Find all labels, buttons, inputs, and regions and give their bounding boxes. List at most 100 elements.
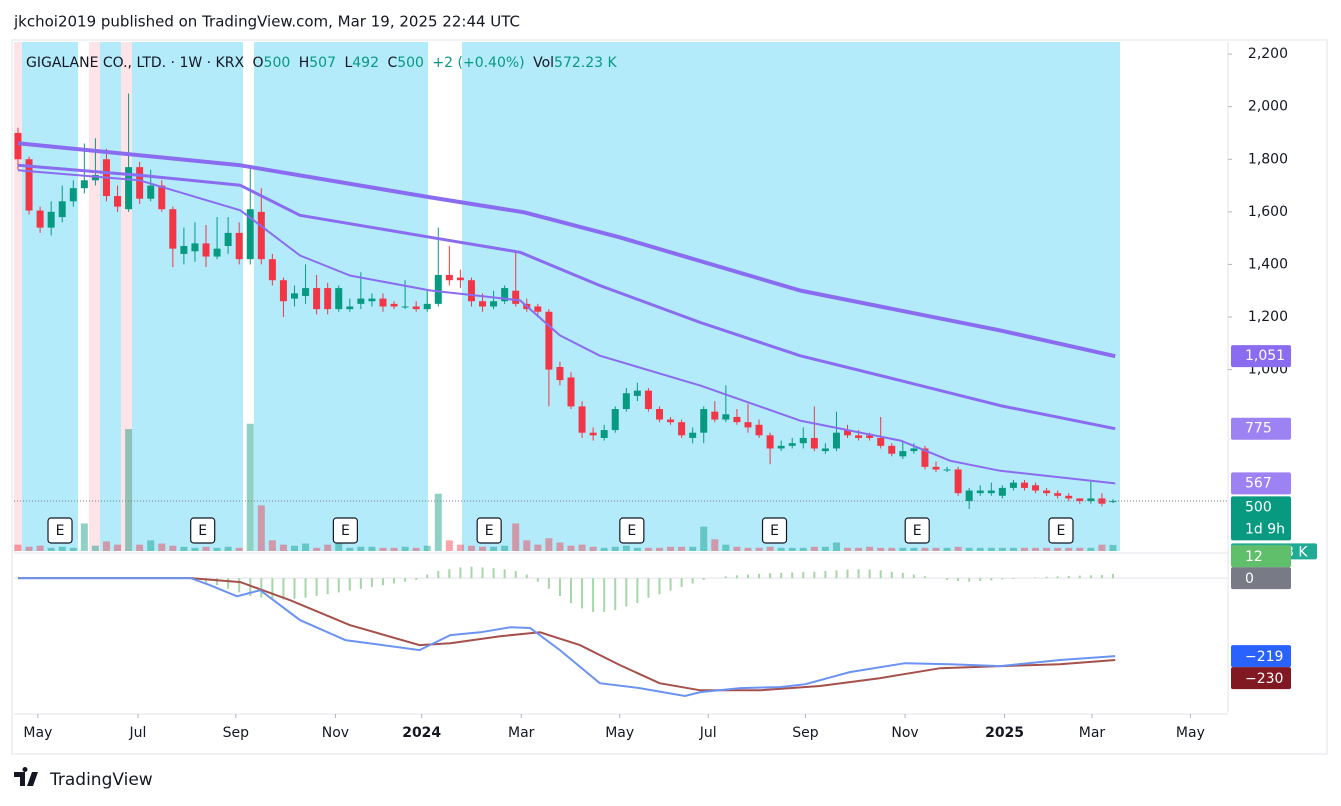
event-marker — [904, 517, 930, 544]
macd-histogram-bar — [227, 578, 230, 589]
macd-histogram-bar — [791, 572, 794, 579]
candle-body — [14, 132, 22, 160]
volume-bar — [324, 544, 332, 551]
macd-histogram-bar — [636, 578, 639, 604]
volume-bar — [36, 545, 44, 551]
candle-body — [766, 435, 774, 449]
candle-body — [58, 201, 66, 218]
legend-high: 507 — [309, 55, 336, 71]
candle-body — [567, 377, 575, 407]
macd-histogram-bar — [470, 566, 473, 579]
price-label: 1,051 — [1245, 348, 1285, 364]
volume-bar — [423, 545, 431, 551]
candle-body — [335, 288, 343, 310]
y-tick-label: 1,400 — [1248, 256, 1288, 272]
macd-label: 12 — [1245, 549, 1263, 565]
volume-bar — [335, 542, 343, 551]
volume-bar — [810, 546, 818, 551]
x-tick-label: Nov — [891, 725, 918, 741]
legend: GIGALANE CO., LTD. · 1W · KRX O500 H507 … — [26, 55, 617, 71]
macd-histogram-bar — [304, 578, 307, 598]
volume-bar — [633, 547, 641, 551]
candle-body — [357, 298, 365, 304]
session-bands — [14, 42, 1120, 551]
candle-body — [633, 390, 641, 396]
macd-histogram-bar — [968, 578, 971, 582]
macd-histogram-bar — [1056, 576, 1059, 579]
macd-histogram-bar — [381, 578, 384, 586]
band — [14, 42, 22, 551]
macd-histogram-bar — [702, 578, 705, 580]
volume-bar — [213, 547, 221, 551]
macd-histogram-bar — [780, 572, 783, 579]
x-tick-label: Mar — [508, 725, 535, 741]
volume-bar — [1032, 547, 1040, 551]
macd-histogram-bar — [857, 569, 860, 579]
macd-histogram-bar — [282, 578, 285, 600]
macd-histogram-bar — [481, 567, 484, 579]
candle-body — [479, 301, 487, 307]
event-marker — [332, 517, 358, 544]
macd-histogram-bar — [359, 578, 362, 589]
volume-bar — [766, 546, 774, 551]
candle-body — [147, 185, 155, 199]
candle-body — [490, 301, 498, 307]
event-label: E — [913, 523, 922, 539]
volume-bar — [224, 546, 232, 551]
macd-signal — [18, 577, 1116, 692]
candle-body — [777, 445, 785, 449]
volume-bar — [545, 538, 553, 551]
macd-histogram-bar — [735, 575, 738, 579]
volume-bar — [58, 546, 66, 551]
header: jkchoi2019 published on TradingView.com,… — [13, 13, 520, 31]
macd-histogram-bar — [890, 571, 893, 579]
macd-histogram-bar — [337, 578, 340, 593]
macd-histogram-bar — [1100, 574, 1103, 579]
macd-histogram-bar — [835, 570, 838, 579]
candle-body — [456, 277, 464, 281]
volume-bar — [733, 546, 741, 551]
macd-histogram-bar — [603, 578, 606, 612]
candle-body — [655, 409, 663, 420]
volume-bar — [678, 546, 686, 551]
volume-bar — [667, 546, 675, 551]
candle-body — [324, 288, 332, 310]
countdown-label: 1d 9h — [1245, 521, 1285, 537]
volume-bar — [689, 546, 697, 551]
event-marker — [190, 517, 216, 544]
candle-body — [998, 487, 1006, 496]
candle-body — [224, 232, 232, 247]
candle-body — [821, 448, 829, 452]
volume-bar — [69, 547, 77, 551]
volume-bar — [357, 546, 365, 551]
event-label: E — [341, 523, 350, 539]
volume-bar — [390, 547, 398, 551]
volume-bar — [910, 547, 918, 551]
candle-body — [501, 288, 509, 302]
macd-histogram-bar — [426, 574, 429, 579]
candle-body — [290, 293, 298, 299]
candle-body — [943, 469, 951, 471]
volume-bar — [235, 547, 243, 551]
candle-body — [600, 430, 608, 438]
candle-body — [445, 274, 453, 281]
macd-histogram-bar — [459, 567, 462, 579]
macd-histogram-bar — [1111, 573, 1114, 579]
macd-histogram-bar — [1012, 578, 1015, 579]
candle-body — [279, 280, 287, 302]
candle-body — [910, 448, 918, 452]
candle-body — [678, 422, 686, 436]
candle-body — [899, 451, 907, 457]
macd-histogram-bar — [492, 568, 495, 579]
legend-volume: 572.23 K — [554, 55, 617, 71]
candle-body — [1043, 490, 1051, 494]
candle-body — [401, 306, 409, 308]
volume-bar — [80, 523, 88, 551]
band — [462, 42, 1120, 551]
candle-body — [390, 303, 398, 307]
candle-body — [755, 424, 763, 436]
volume-bar — [467, 545, 475, 551]
candle-body — [921, 448, 929, 467]
price-label: 567 — [1245, 475, 1272, 491]
